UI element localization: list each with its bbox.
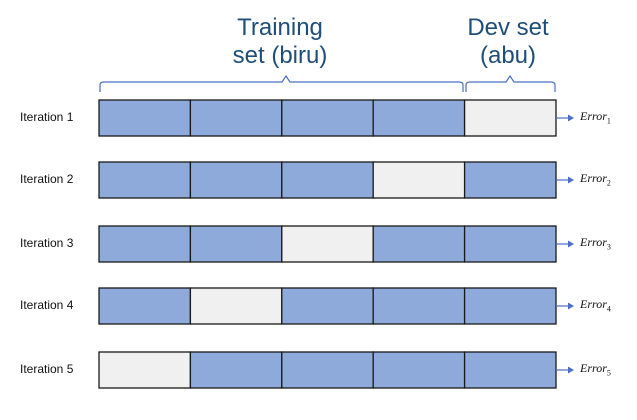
iteration-row [98, 161, 574, 199]
training-fold-cell [281, 99, 374, 137]
dev-fold-cell [281, 225, 374, 263]
error-label: Error1 [580, 109, 611, 125]
training-fold-cell [189, 351, 283, 389]
training-set-brace [99, 74, 464, 92]
error-label-subscript: 2 [606, 178, 611, 188]
iteration-label: Iteration 5 [20, 362, 74, 376]
training-fold-cell [463, 287, 557, 325]
dev-set-header: Dev set (abu) [452, 14, 564, 70]
error-label: Error3 [580, 235, 611, 251]
error-label-subscript: 4 [606, 304, 611, 314]
iteration-label: Iteration 2 [20, 172, 74, 186]
training-fold-cell [372, 225, 466, 263]
training-fold-cell [98, 99, 192, 137]
arrow-icon [568, 114, 574, 122]
iteration-label: Iteration 4 [20, 298, 74, 312]
iteration-label: Iteration 3 [20, 236, 74, 250]
error-label-subscript: 3 [606, 242, 611, 252]
iteration-row [98, 99, 574, 137]
training-fold-cell [98, 287, 192, 325]
training-fold-cell [463, 161, 557, 199]
arrow-icon [568, 366, 574, 374]
training-fold-cell [372, 351, 466, 389]
training-header-line1: Training [237, 14, 323, 41]
iteration-label: Iteration 1 [20, 110, 74, 124]
error-label: Error2 [580, 171, 611, 187]
error-label-subscript: 5 [606, 368, 611, 378]
error-label-subscript: 1 [606, 116, 611, 126]
training-fold-cell [463, 351, 557, 389]
error-label: Error5 [580, 361, 611, 377]
error-label-base: Error [580, 235, 607, 249]
error-label: Error4 [580, 297, 611, 313]
iteration-row [98, 225, 574, 263]
dev-fold-cell [463, 99, 557, 137]
dev-fold-cell [372, 161, 466, 199]
error-label-base: Error [580, 361, 607, 375]
iteration-row [98, 287, 574, 325]
training-fold-cell [372, 99, 466, 137]
training-fold-cell [281, 351, 374, 389]
training-fold-cell [98, 225, 192, 263]
training-fold-cell [281, 287, 374, 325]
training-fold-cell [281, 161, 374, 199]
dev-header-line2: (abu) [479, 42, 537, 69]
training-set-header: Training set (biru) [205, 14, 355, 70]
training-fold-cell [189, 99, 283, 137]
training-fold-cell [189, 225, 283, 263]
training-header-line2: set (biru) [232, 42, 328, 69]
error-label-base: Error [580, 109, 607, 123]
error-label-base: Error [580, 297, 607, 311]
iteration-row [98, 351, 574, 389]
arrow-icon [568, 176, 574, 184]
dev-fold-cell [98, 351, 192, 389]
training-fold-cell [372, 287, 466, 325]
error-label-base: Error [580, 171, 607, 185]
dev-fold-cell [189, 287, 283, 325]
arrow-icon [568, 240, 574, 248]
dev-set-brace [465, 74, 556, 92]
training-fold-cell [98, 161, 192, 199]
arrow-icon [568, 302, 574, 310]
iteration-rows [98, 99, 574, 389]
training-fold-cell [463, 225, 557, 263]
training-fold-cell [189, 161, 283, 199]
dev-header-line1: Dev set [467, 14, 549, 41]
